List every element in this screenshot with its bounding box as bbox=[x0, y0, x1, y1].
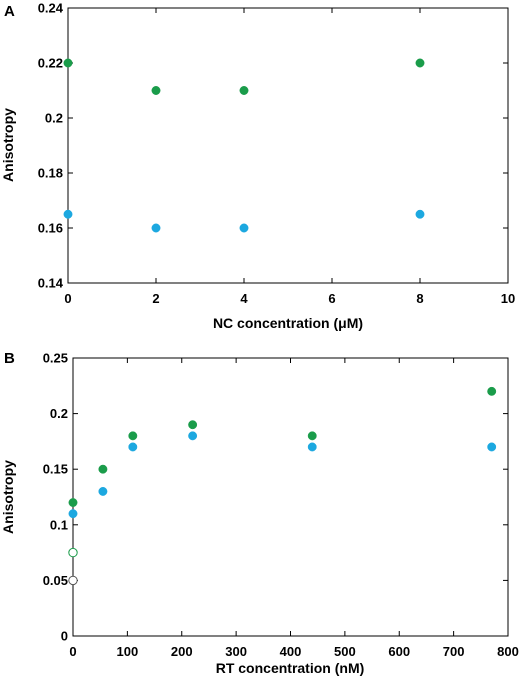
x-tick-label: 300 bbox=[225, 644, 247, 659]
x-tick-label: 700 bbox=[443, 644, 465, 659]
x-tick-label: 600 bbox=[388, 644, 410, 659]
panel-b-ticks bbox=[72, 357, 509, 637]
y-tick-label: 0 bbox=[61, 629, 68, 644]
y-tick-label: 0.18 bbox=[38, 166, 63, 181]
panel-a-letter: A bbox=[4, 3, 15, 20]
y-tick-label: 0.14 bbox=[38, 276, 64, 291]
panel-b-chart: B 0 100 200 300 400 500 600 700 800 0 0.05 0.1 0.15… bbox=[0, 350, 519, 676]
y-tick-label: 0.05 bbox=[43, 573, 68, 588]
y-tick-label: 0.22 bbox=[38, 56, 63, 71]
data-point bbox=[487, 442, 497, 452]
data-point bbox=[188, 420, 198, 430]
y-tick-label: 0.15 bbox=[43, 462, 68, 477]
data-point bbox=[239, 86, 249, 95]
y-tick-label: 0.24 bbox=[38, 1, 64, 16]
data-point bbox=[415, 209, 425, 219]
x-tick-label: 0 bbox=[69, 644, 76, 659]
data-point bbox=[63, 58, 73, 68]
data-point bbox=[239, 223, 249, 233]
y-tick-label: 0.25 bbox=[43, 351, 68, 366]
data-point bbox=[487, 386, 497, 396]
panel-b-x-axis-title: RT concentration (nM) bbox=[216, 660, 365, 676]
panel-a-ticks bbox=[67, 7, 509, 284]
data-point bbox=[151, 86, 161, 95]
panel-b-plot-frame bbox=[72, 357, 509, 637]
data-point bbox=[68, 509, 78, 519]
y-tick-label: 0.2 bbox=[45, 111, 63, 126]
data-point bbox=[188, 431, 198, 441]
data-point bbox=[68, 498, 78, 508]
data-point bbox=[98, 486, 108, 496]
x-tick-label: 10 bbox=[501, 291, 515, 306]
data-point bbox=[307, 442, 317, 452]
data-point bbox=[307, 431, 317, 441]
data-point bbox=[128, 431, 138, 441]
panel-a-plot-frame bbox=[67, 7, 509, 284]
data-point bbox=[128, 442, 138, 452]
x-tick-label: 500 bbox=[334, 644, 356, 659]
panel-b-x-tick-labels: 0 100 200 300 400 500 600 700 800 bbox=[69, 644, 518, 659]
panel-a-x-axis-title: NC concentration (μM) bbox=[213, 315, 363, 331]
panel-a-data-points bbox=[63, 58, 425, 233]
x-tick-label: 800 bbox=[497, 644, 519, 659]
x-tick-label: 100 bbox=[117, 644, 139, 659]
data-point bbox=[151, 223, 161, 233]
panel-a-y-tick-labels: 0.14 0.16 0.18 0.2 0.22 0.24 bbox=[38, 1, 64, 291]
x-tick-label: 400 bbox=[280, 644, 302, 659]
x-tick-label: 8 bbox=[416, 291, 423, 306]
data-point bbox=[68, 575, 78, 586]
data-point bbox=[63, 209, 73, 219]
y-tick-label: 0.16 bbox=[38, 221, 63, 236]
x-tick-label: 4 bbox=[240, 291, 248, 306]
data-point bbox=[68, 547, 78, 558]
panel-b-data-points bbox=[68, 386, 497, 586]
y-tick-label: 0.2 bbox=[50, 406, 68, 421]
panel-a-chart: A 0 2 4 6 8 10 0.14 0.16 0.18 0.2 0.22 0.24 NC con… bbox=[0, 1, 515, 332]
data-point bbox=[98, 464, 108, 474]
panel-b-y-tick-labels: 0 0.05 0.1 0.15 0.2 0.25 bbox=[43, 351, 68, 644]
y-tick-label: 0.1 bbox=[50, 517, 68, 532]
x-tick-label: 200 bbox=[171, 644, 193, 659]
x-tick-label: 6 bbox=[328, 291, 335, 306]
panel-b-y-axis-title: Anisotropy bbox=[0, 460, 16, 534]
panel-a-x-tick-labels: 0 2 4 6 8 10 bbox=[64, 291, 515, 306]
panel-b-letter: B bbox=[4, 350, 15, 367]
panel-a-y-axis-title: Anisotropy bbox=[0, 108, 16, 182]
x-tick-label: 2 bbox=[152, 291, 159, 306]
data-point bbox=[415, 58, 425, 68]
x-tick-label: 0 bbox=[64, 291, 71, 306]
